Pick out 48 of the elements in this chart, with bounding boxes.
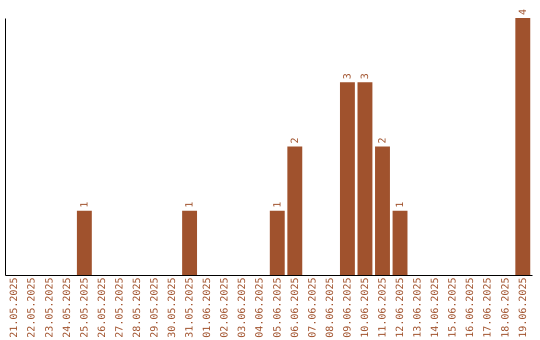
x-tick-label: 01.06.2025 bbox=[202, 278, 214, 338]
data-label: 3 bbox=[342, 73, 354, 80]
bar bbox=[358, 82, 372, 275]
x-tick-label: 28.05.2025 bbox=[132, 278, 143, 338]
x-tick-label: 12.06.2025 bbox=[395, 278, 406, 338]
x-tick-label: 30.05.2025 bbox=[167, 278, 178, 338]
x-tick-label: 31.05.2025 bbox=[184, 278, 196, 338]
x-tick-label: 24.05.2025 bbox=[62, 278, 73, 338]
x-tick-label: 05.06.2025 bbox=[272, 278, 284, 338]
data-label: 2 bbox=[377, 137, 388, 144]
data-label: 1 bbox=[272, 202, 284, 208]
x-tick-label: 03.06.2025 bbox=[237, 278, 248, 338]
x-tick-label: 15.06.2025 bbox=[448, 278, 459, 338]
x-tick-label: 21.05.2025 bbox=[9, 278, 20, 338]
x-tick-label: 16.06.2025 bbox=[465, 278, 476, 338]
x-tick-label: 26.05.2025 bbox=[96, 278, 108, 338]
x-tick-label: 25.05.2025 bbox=[79, 278, 90, 338]
x-tick-label: 07.06.2025 bbox=[307, 278, 318, 338]
x-tick-label: 08.06.2025 bbox=[324, 278, 336, 338]
data-label: 2 bbox=[290, 137, 301, 144]
bar bbox=[287, 146, 302, 275]
x-tick-label: 09.06.2025 bbox=[342, 278, 354, 338]
x-tick-label: 02.06.2025 bbox=[220, 278, 231, 338]
data-label: 4 bbox=[518, 8, 529, 15]
bar bbox=[182, 210, 198, 275]
x-tick-label: 04.06.2025 bbox=[254, 278, 266, 338]
data-label: 1 bbox=[395, 202, 406, 208]
bar bbox=[340, 82, 355, 275]
bar bbox=[76, 210, 92, 275]
x-tick-label: 19.06.2025 bbox=[518, 278, 529, 338]
bar bbox=[375, 146, 390, 275]
x-tick-label: 18.06.2025 bbox=[500, 278, 512, 338]
x-tick-label: 23.05.2025 bbox=[44, 278, 56, 338]
data-label: 3 bbox=[360, 73, 371, 80]
x-tick-label: 10.06.2025 bbox=[360, 278, 371, 338]
x-tick-label: 29.05.2025 bbox=[150, 278, 161, 338]
data-label: 1 bbox=[184, 202, 196, 208]
x-tick-label: 22.05.2025 bbox=[26, 278, 38, 338]
bar bbox=[515, 18, 530, 275]
bar bbox=[270, 210, 285, 275]
x-tick-label: 27.05.2025 bbox=[114, 278, 126, 338]
x-tick-label: 06.06.2025 bbox=[290, 278, 301, 338]
data-label: 1 bbox=[79, 202, 90, 208]
bar bbox=[392, 210, 408, 275]
x-tick-label: 11.06.2025 bbox=[377, 278, 388, 338]
x-tick-label: 14.06.2025 bbox=[430, 278, 442, 338]
x-tick-label: 17.06.2025 bbox=[482, 278, 494, 338]
x-tick-label: 13.06.2025 bbox=[412, 278, 424, 338]
